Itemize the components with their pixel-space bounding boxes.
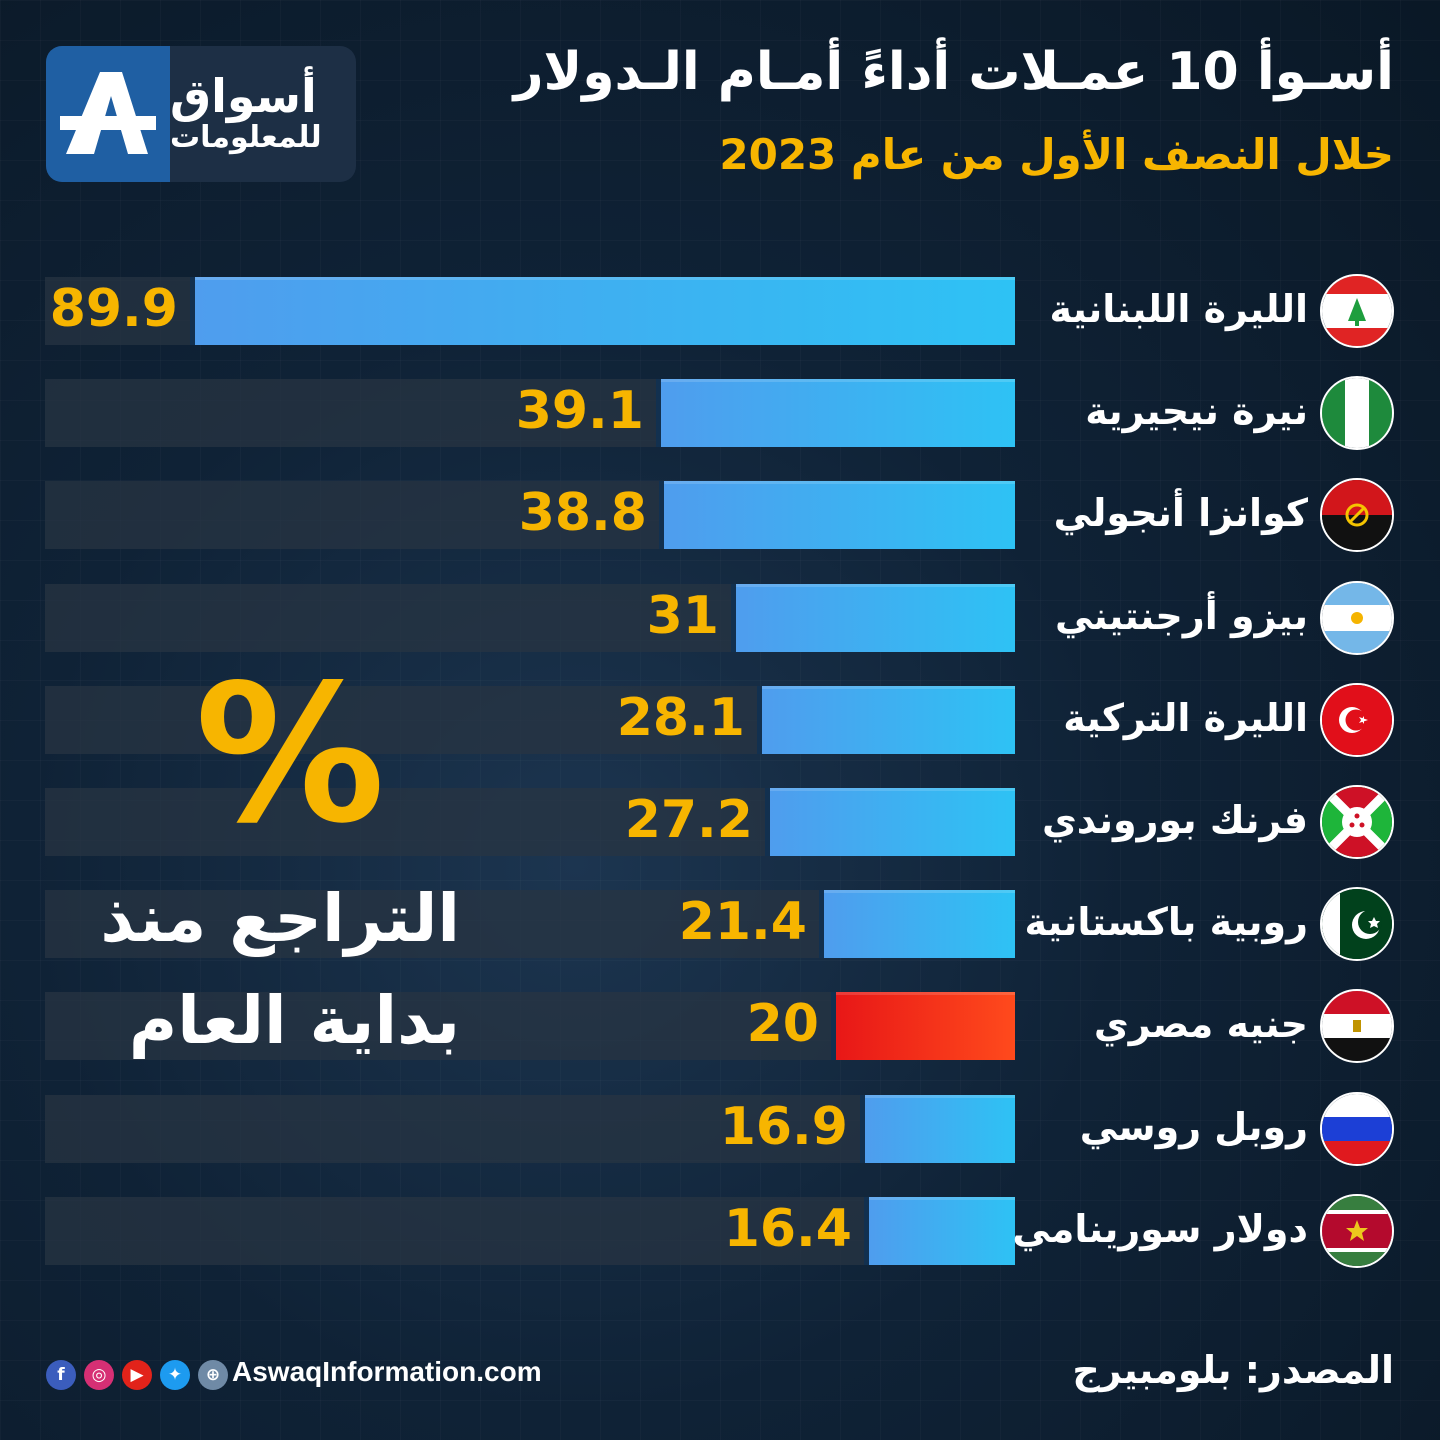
bar <box>831 992 1015 1060</box>
brand-logo: أسواق للمعلومات <box>46 46 356 182</box>
data-label: 39.1 <box>515 381 644 441</box>
logo-mark-icon <box>46 46 170 182</box>
category-label: الليرة اللبنانية <box>1049 287 1308 331</box>
website-link[interactable]: AswaqInformation.com <box>232 1356 542 1387</box>
turkey-flag-icon <box>1320 683 1394 757</box>
logo-subtitle: للمعلومات <box>170 120 322 156</box>
category-label: جنيه مصري <box>1093 1002 1308 1046</box>
instagram-icon[interactable]: ◎ <box>84 1360 114 1390</box>
decline-note-line1: التراجع منذ <box>100 880 460 957</box>
facebook-icon[interactable]: f <box>46 1360 76 1390</box>
decline-note-line2: بداية العام <box>128 982 460 1059</box>
data-label: 16.4 <box>723 1199 852 1259</box>
bar <box>765 788 1015 856</box>
data-label: 28.1 <box>616 688 745 748</box>
angola-flag-icon <box>1320 478 1394 552</box>
category-label: الليرة التركية <box>1063 696 1308 740</box>
pakistan-flag-icon <box>1320 887 1394 961</box>
bar <box>864 1197 1015 1265</box>
youtube-icon[interactable]: ▶ <box>122 1360 152 1390</box>
bar <box>656 379 1015 447</box>
category-label: بيزو أرجنتيني <box>1054 594 1308 638</box>
data-label: 89.9 <box>49 279 178 339</box>
category-label: دولار سورينامي <box>1012 1207 1308 1251</box>
globe-icon[interactable]: ⊕ <box>198 1360 228 1390</box>
data-label: 38.8 <box>518 483 647 543</box>
percent-symbol: % <box>194 644 386 865</box>
suriname-flag-icon <box>1320 1194 1394 1268</box>
chart-title: أسـوأ 10 عمـلات أداءً أمـام الـدولار <box>513 42 1394 102</box>
data-label: 16.9 <box>719 1097 848 1157</box>
bar <box>731 584 1015 652</box>
data-label: 21.4 <box>678 892 807 952</box>
source-note: المصدر: بلومبيرج <box>1072 1348 1394 1392</box>
bar <box>860 1095 1015 1163</box>
bar-row-background <box>45 1197 1015 1265</box>
category-label: كوانزا أنجولي <box>1053 491 1308 535</box>
chart-subtitle: خلال النصف الأول من عام 2023 <box>719 130 1394 179</box>
nigeria-flag-icon <box>1320 376 1394 450</box>
category-label: روبل روسي <box>1079 1105 1308 1149</box>
social-links: f ◎ ▶ ✦ ⊕ <box>46 1360 228 1390</box>
twitter-icon[interactable]: ✦ <box>160 1360 190 1390</box>
category-label: روبية باكستانية <box>1024 900 1308 944</box>
data-label: 27.2 <box>624 790 753 850</box>
bar-row-background <box>45 1095 1015 1163</box>
russia-flag-icon <box>1320 1092 1394 1166</box>
argentina-flag-icon <box>1320 581 1394 655</box>
bar <box>659 481 1015 549</box>
bar <box>757 686 1015 754</box>
logo-name: أسواق <box>170 68 317 123</box>
category-label: نيرة نيجيرية <box>1085 389 1308 433</box>
burundi-flag-icon <box>1320 785 1394 859</box>
bar <box>190 277 1015 345</box>
lebanon-flag-icon <box>1320 274 1394 348</box>
data-label: 20 <box>746 994 819 1054</box>
egypt-flag-icon <box>1320 989 1394 1063</box>
category-label: فرنك بوروندي <box>1041 798 1308 842</box>
bar <box>819 890 1015 958</box>
data-label: 31 <box>646 586 719 646</box>
